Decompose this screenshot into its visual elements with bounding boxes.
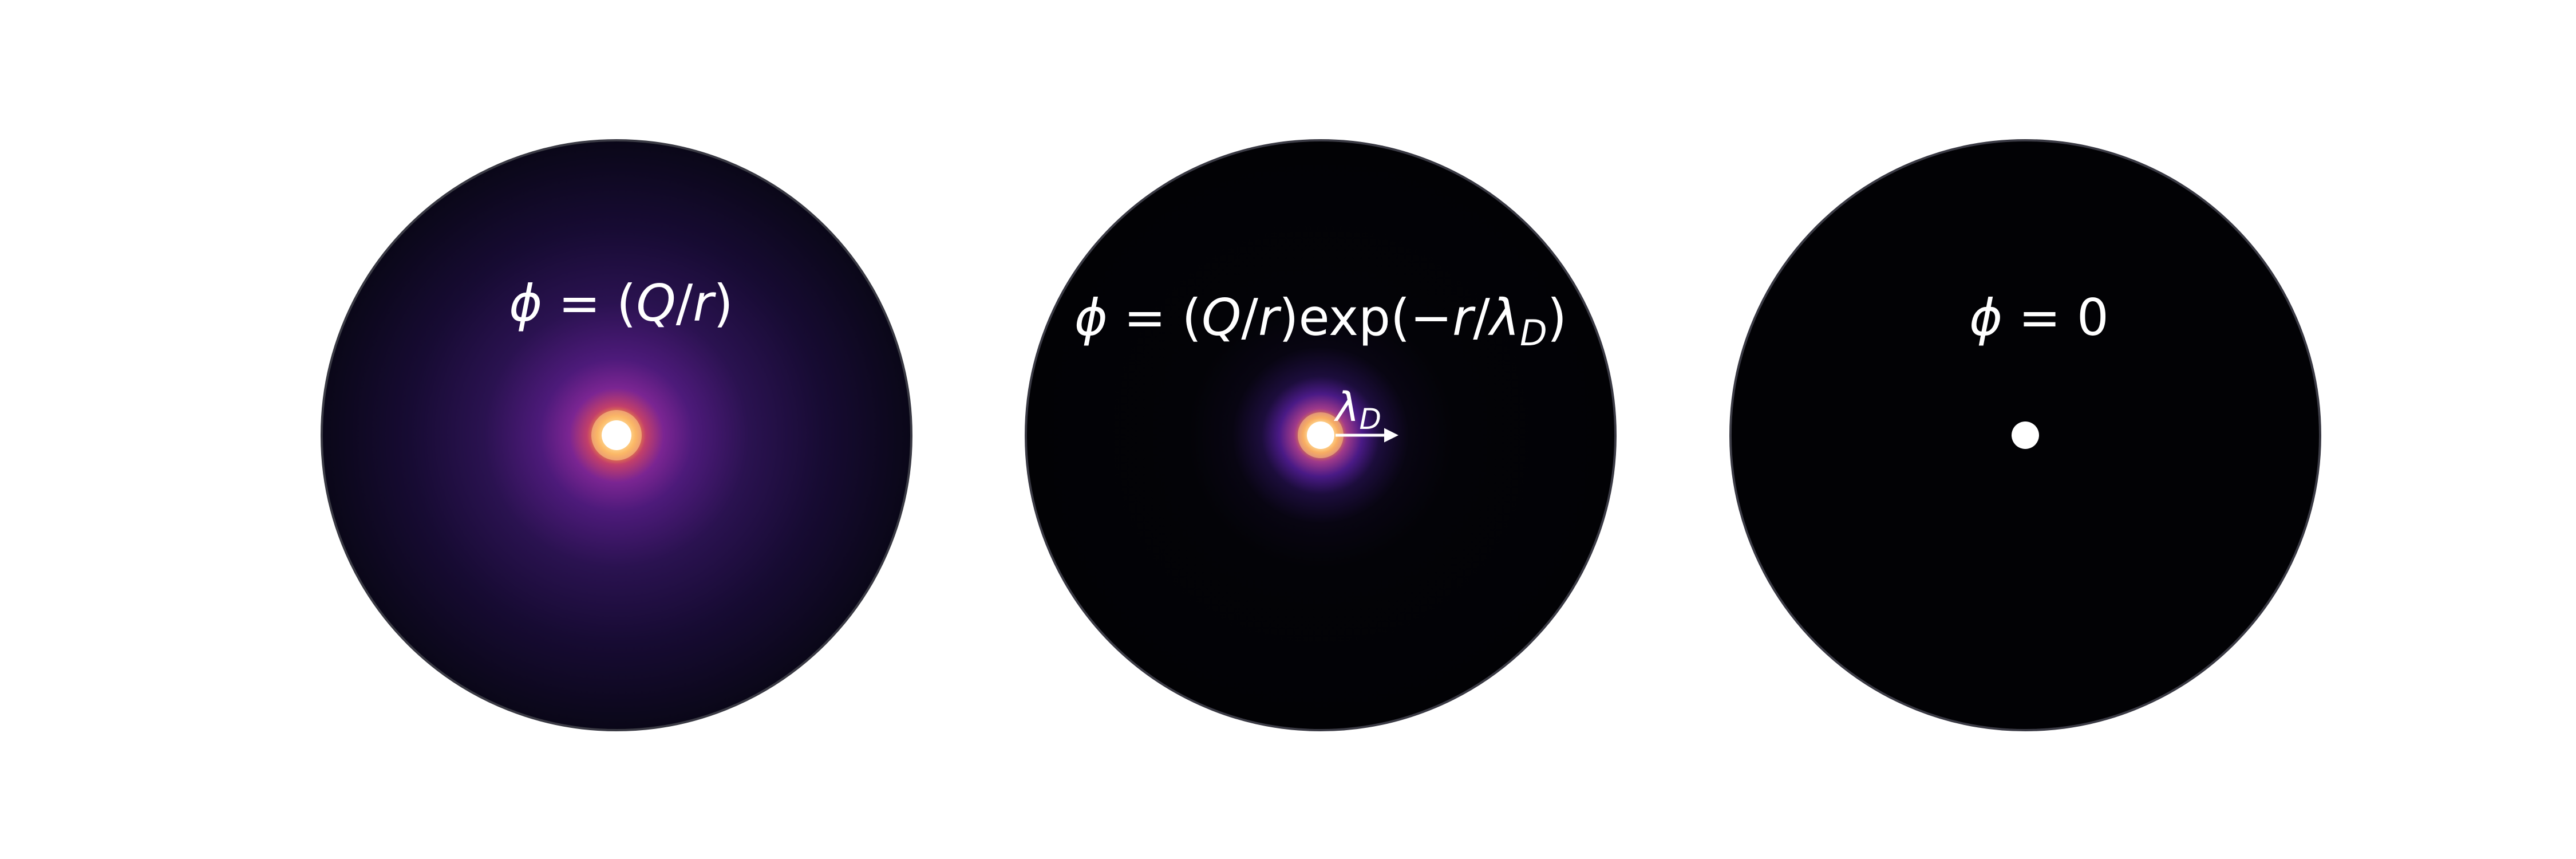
panel-coulomb: ϕ = (Q/r) [321,139,912,731]
panel-full-shielding: ϕ = 0 [1729,139,2321,731]
point-charge [1307,421,1334,449]
point-charge [2012,421,2039,449]
equation-coulomb: ϕ = (Q/r) [509,274,733,333]
equation-zero: ϕ = 0 [1969,288,2109,347]
panel-debye: λD ϕ = (Q/r)exp(−r/λD) [1025,139,1617,731]
equation-debye: ϕ = (Q/r)exp(−r/λD) [1074,288,1567,354]
debye-length-label: λD [1333,384,1381,436]
point-charge [602,420,631,450]
